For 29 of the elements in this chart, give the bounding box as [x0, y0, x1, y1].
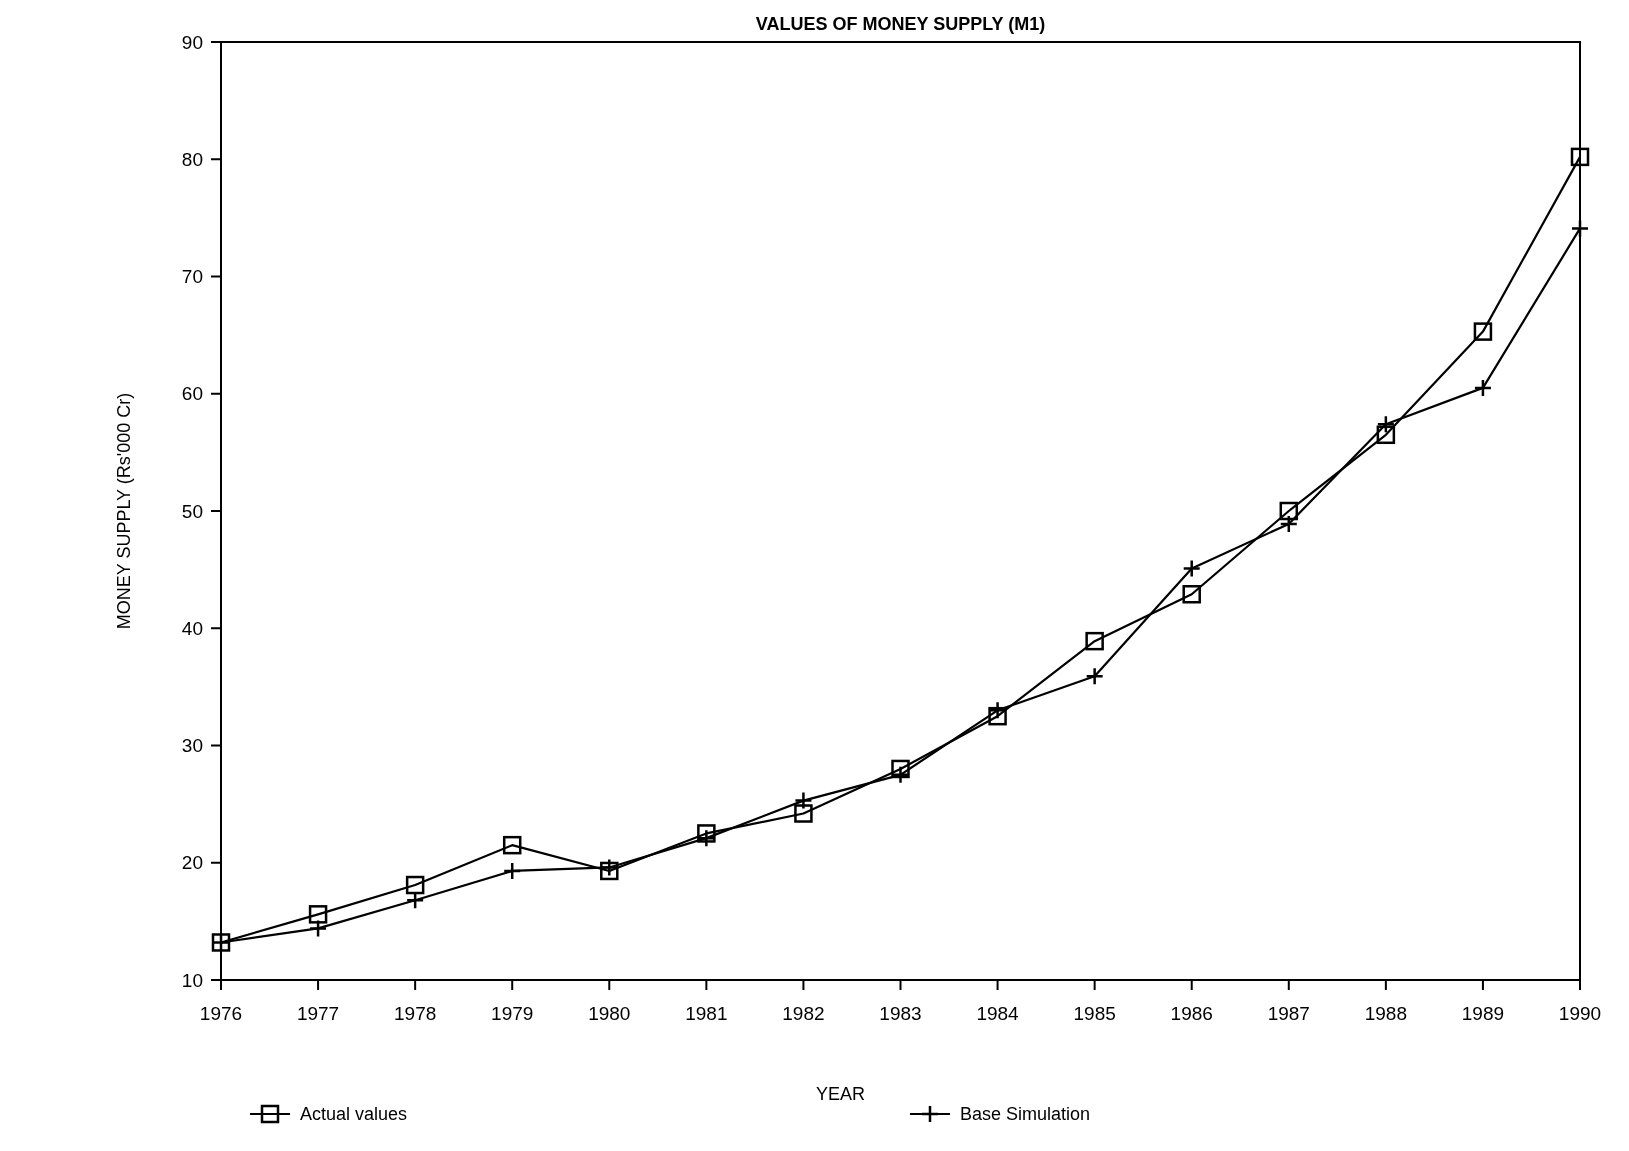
x-tick-label: 1989 — [1461, 1003, 1505, 1024]
y-tick-label: 70 — [181, 266, 203, 288]
x-axis-title: YEAR — [815, 1084, 866, 1104]
y-tick-label: 50 — [181, 500, 203, 522]
chart-title: VALUES OF MONEY SUPPLY (M1) — [755, 14, 1046, 34]
legend-label: Base Simulation — [960, 1104, 1091, 1124]
y-tick-label: 80 — [181, 148, 203, 170]
y-tick-label: 20 — [181, 852, 203, 874]
x-tick-label: 1990 — [1558, 1003, 1602, 1024]
y-tick-label: 60 — [181, 383, 203, 405]
x-tick-label: 1978 — [394, 1003, 437, 1024]
x-tick-label: 1980 — [588, 1003, 631, 1024]
x-tick-label: 1981 — [685, 1003, 728, 1024]
x-tick-label: 1985 — [1073, 1003, 1116, 1024]
x-tick-label: 1976 — [199, 1003, 243, 1024]
x-tick-label: 1983 — [879, 1003, 922, 1024]
x-tick-label: 1988 — [1364, 1003, 1407, 1024]
x-tick-label: 1979 — [491, 1003, 534, 1024]
x-tick-label: 1982 — [782, 1003, 825, 1024]
y-tick-label: 40 — [181, 617, 203, 639]
y-axis-title: MONEY SUPPLY (Rs'000 Cr) — [114, 392, 134, 630]
y-tick-label: 90 — [181, 31, 203, 53]
x-tick-label: 1987 — [1267, 1003, 1310, 1024]
legend-label: Actual values — [300, 1104, 408, 1124]
x-tick-label: 1984 — [976, 1003, 1020, 1024]
x-tick-label: 1977 — [296, 1003, 340, 1024]
y-tick-label: 10 — [181, 969, 203, 991]
x-tick-label: 1986 — [1170, 1003, 1213, 1024]
y-tick-label: 30 — [181, 735, 203, 757]
